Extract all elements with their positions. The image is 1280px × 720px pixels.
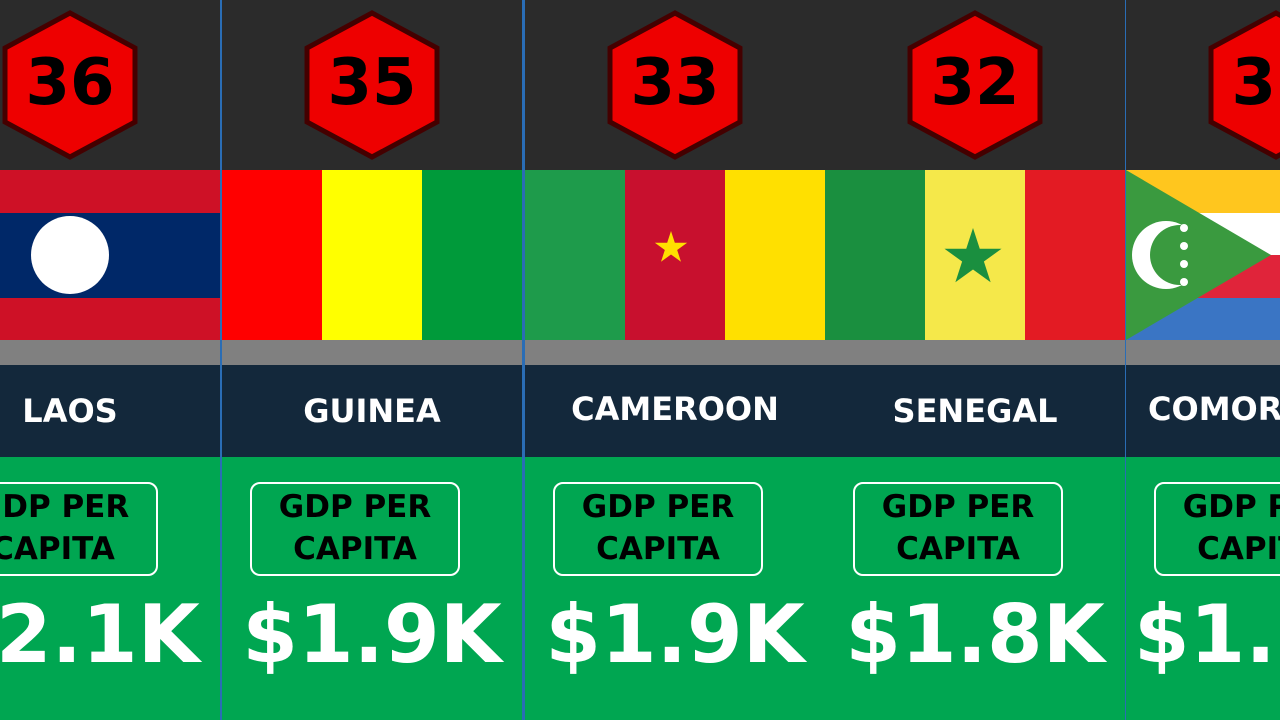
hexagon xyxy=(607,10,743,160)
hexagon xyxy=(2,10,138,160)
flag xyxy=(1126,170,1280,340)
metric-label: GDP PER CAPITA xyxy=(1154,482,1280,576)
rank: 36 xyxy=(25,46,115,120)
rank: 35 xyxy=(327,46,417,120)
metric-label: GDP PER CAPITA xyxy=(853,482,1063,576)
hexagon xyxy=(1208,10,1280,160)
divider xyxy=(0,340,220,365)
hexagon xyxy=(907,10,1043,160)
country-name: GUINEA xyxy=(222,365,522,457)
value: $1.9K xyxy=(242,588,502,681)
country-name: SENEGAL xyxy=(825,365,1125,457)
rank-card: 31 COMOROS GDP PER CAPITA $1. xyxy=(1126,0,1280,720)
hexagon xyxy=(304,10,440,160)
rank-card: 35 GUINEA GDP PER CAPITA $1.9K xyxy=(222,0,522,720)
rank: 31 xyxy=(1231,46,1280,120)
flag xyxy=(0,170,220,340)
rank-card: 33 CAMEROON GDP PER CAPITA $1.9K xyxy=(525,0,825,720)
flag xyxy=(825,170,1125,340)
country-name: COMOROS xyxy=(1126,365,1280,457)
divider xyxy=(525,340,825,365)
divider xyxy=(222,340,522,365)
value: $1.9K xyxy=(545,588,805,681)
value-area: GDP PER CAPITA $1.9K xyxy=(525,457,825,720)
value: $1. xyxy=(1134,588,1276,681)
rank-area: 33 xyxy=(525,0,825,170)
rank: 32 xyxy=(930,46,1020,120)
value: $1.8K xyxy=(845,588,1105,681)
rank: 33 xyxy=(630,46,720,120)
metric-label: GDP PER CAPITA xyxy=(0,482,158,576)
metric-label: GDP PER CAPITA xyxy=(250,482,460,576)
country-name: LAOS xyxy=(0,365,220,457)
value-area: GDP PER CAPITA $1.8K xyxy=(825,457,1125,720)
rank-area: 32 xyxy=(825,0,1125,170)
value-area: GDP PER CAPITA $2.1K xyxy=(0,457,220,720)
flag xyxy=(222,170,522,340)
value: $2.1K xyxy=(0,588,200,681)
divider xyxy=(825,340,1125,365)
rank-card: 36 LAOS GDP PER CAPITA $2.1K xyxy=(0,0,220,720)
flag xyxy=(525,170,825,340)
rank-area: 31 xyxy=(1126,0,1280,170)
rank-area: 35 xyxy=(222,0,522,170)
rank-card: 32 SENEGAL GDP PER CAPITA $1.8K xyxy=(825,0,1125,720)
value-area: GDP PER CAPITA $1.9K xyxy=(222,457,522,720)
metric-label: GDP PER CAPITA xyxy=(553,482,763,576)
value-area: GDP PER CAPITA $1. xyxy=(1126,457,1280,720)
divider xyxy=(1126,340,1280,365)
rank-area: 36 xyxy=(0,0,220,170)
country-name: CAMEROON xyxy=(525,365,825,457)
